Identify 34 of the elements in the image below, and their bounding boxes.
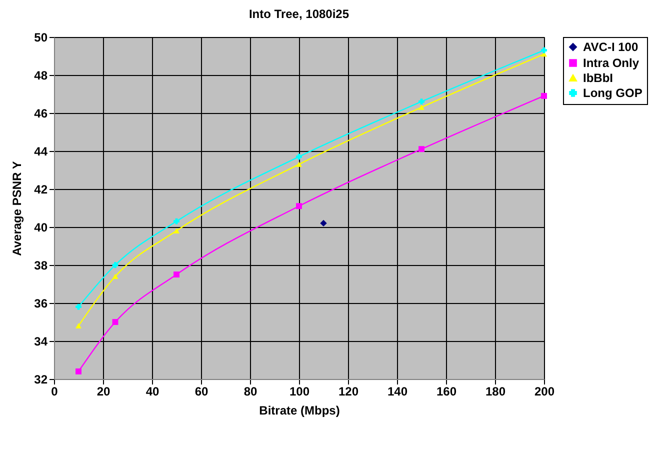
point [296,162,302,167]
y-tick-label: 46 [34,106,48,120]
y-tick-label: 50 [34,30,48,44]
x-tick-label: 40 [146,384,160,398]
y-tick-label: 42 [34,182,48,196]
x-tick-label: 0 [51,384,58,398]
y-tick-label: 44 [34,144,48,158]
x-tick-label: 60 [194,384,208,398]
x-tick-label: 180 [485,384,506,398]
legend-label: Long GOP [583,86,642,100]
point [76,323,82,328]
point [320,220,327,227]
x-tick-label: 120 [338,384,359,398]
point [418,104,424,110]
x-tick-label: 140 [387,384,408,398]
x-tick-label: 20 [96,384,110,398]
x-tick-label: 200 [534,384,555,398]
y-axis-title: Average PSNR Y [10,161,24,256]
y-tick-label: 48 [34,68,48,82]
x-tick-label: 80 [244,384,258,398]
y-tick-label: 32 [34,372,48,386]
y-tick-label: 36 [34,296,48,310]
x-tick-label: 160 [436,384,457,398]
legend-label: AVC-I 100 [583,40,638,54]
x-axis-title: Bitrate (Mbps) [259,404,340,418]
point [174,272,180,278]
chart-title: Into Tree, 1080i25 [248,7,350,21]
legend-label: IbBbI [583,71,613,85]
legend-label: Intra Only [583,56,640,70]
y-tick-label: 38 [34,258,48,272]
point [174,228,180,234]
x-tick-label: 100 [289,384,310,398]
y-tick-label: 34 [34,334,48,348]
y-tick-label: 40 [34,220,48,234]
